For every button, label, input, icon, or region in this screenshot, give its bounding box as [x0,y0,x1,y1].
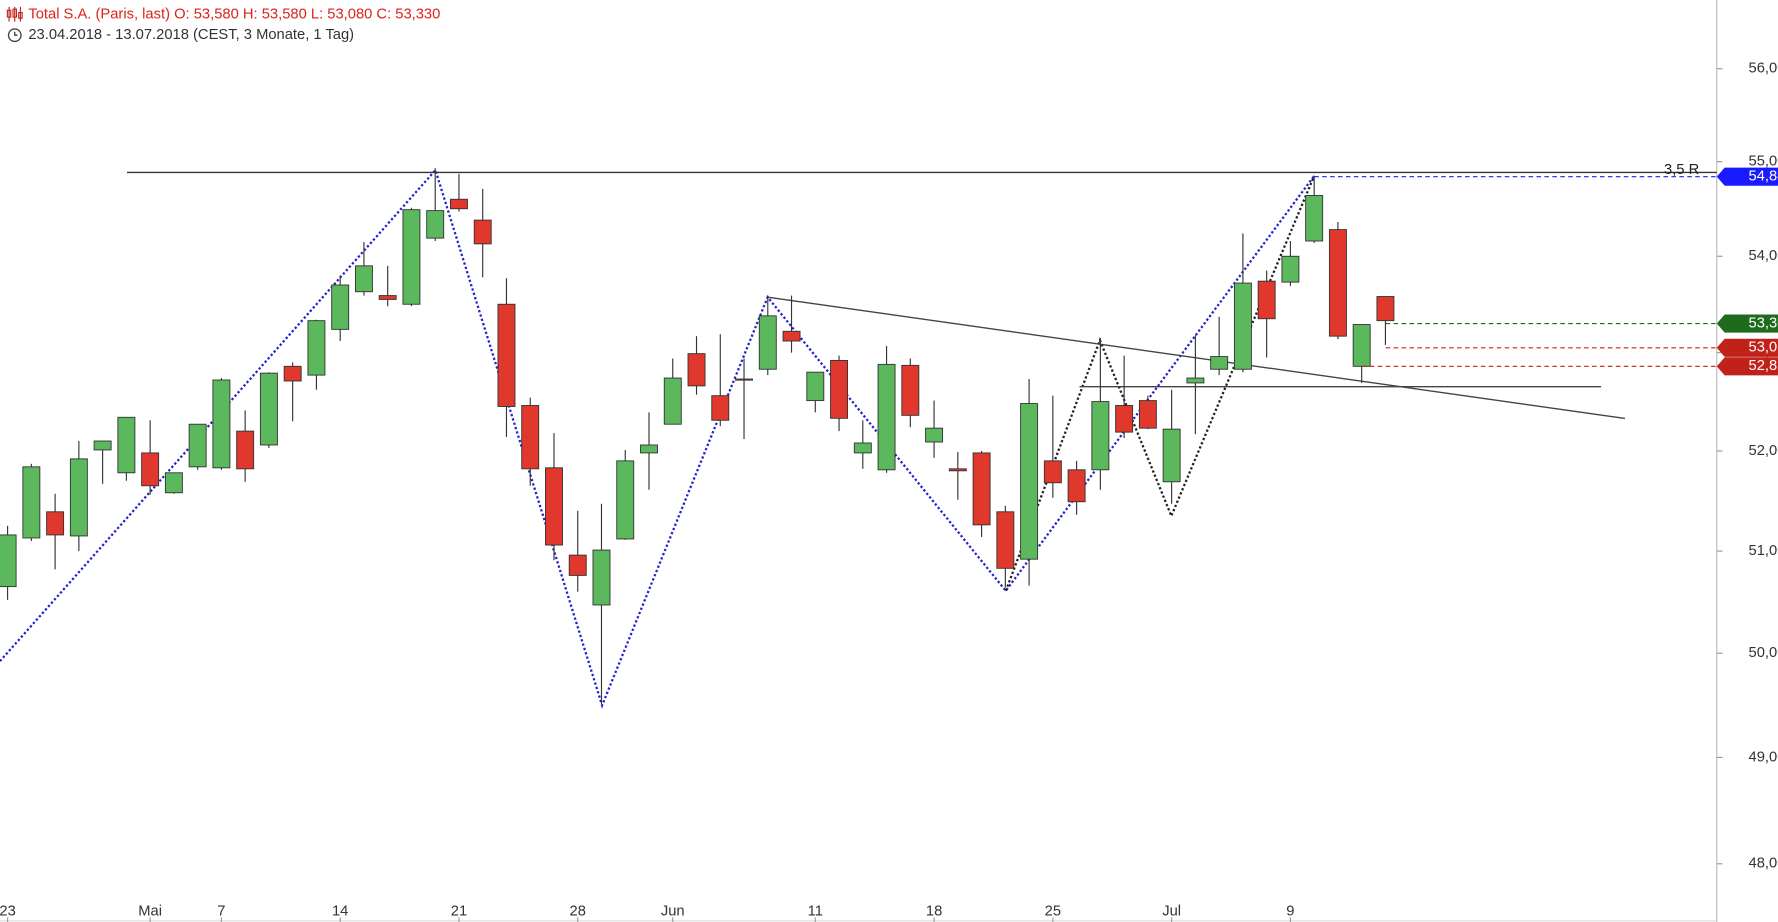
clock-icon [7,28,22,43]
candle-body [901,364,920,416]
candle-body [782,330,801,342]
candle-body [449,198,468,210]
candle-body [1138,400,1157,429]
candle-body [830,360,849,419]
drawings [0,167,1717,709]
y-tick-label: 48,000 [1749,856,1778,872]
candle-body [1186,377,1205,384]
candle-body [497,303,516,407]
candle-body [1162,428,1181,483]
y-tick-label: 49,000 [1749,749,1778,765]
candle-body [212,379,231,469]
candle-body [1020,403,1039,560]
x-tick-label: 11 [808,904,823,920]
candle-body [592,549,611,606]
candle-body [1305,195,1324,242]
candle-body [1376,296,1395,322]
candle-body [1210,356,1229,370]
x-tick-label: Jun [661,904,685,920]
candle-body [0,534,17,588]
x-tick-label: Mai [138,904,162,920]
candle-body [806,371,825,402]
price-label: 53,050 [1749,340,1778,356]
candle-body [1281,255,1300,283]
candle-body [972,452,991,526]
candle-body [1352,324,1371,367]
price-badge [1716,167,1778,186]
y-tick-label: 56,000 [1749,61,1778,77]
candle-body [402,209,421,305]
candle-body [877,363,896,471]
price-label: 53,300 [1749,315,1778,331]
y-tick-label: 51,000 [1749,543,1778,559]
x-tick-label: 9 [1286,904,1294,920]
candle-body [687,353,706,387]
annotation: 3,5 R [1664,162,1699,178]
candles [0,168,1395,705]
candle-body [473,219,492,245]
candle-body [1067,469,1086,503]
candle-body [236,430,255,470]
candle-body [616,460,635,540]
price-badge [1716,338,1778,357]
candle-body [663,377,682,425]
x-tick-label: 23 [0,904,16,920]
candle-body [711,395,730,421]
x-tick-label: 21 [451,904,467,920]
candle-body [735,378,753,381]
candle-body [354,265,373,293]
candle-body [1115,405,1134,433]
candle-body [93,440,112,451]
candle-body [378,295,397,300]
candle-body [69,458,88,537]
candle-body [568,554,587,576]
price-label: 54,840 [1749,169,1778,185]
y-tick-label: 54,000 [1749,248,1778,264]
y-tick-label: 55,000 [1749,154,1778,170]
trend-line [767,296,1626,420]
chart-subtitle: 23.04.2018 - 13.07.2018 (CEST, 3 Monate,… [28,27,354,43]
candle-body [853,442,872,454]
candle-body [283,365,302,382]
candle-body [426,210,445,239]
candle-body [545,467,563,546]
y-tick-label: 52,000 [1749,443,1778,459]
chart-title: Total S.A. (Paris, last) O: 53,580 H: 53… [28,7,440,23]
candle-body [1233,282,1252,370]
candle-body [1043,460,1062,484]
candle-body [331,284,350,330]
x-tick-label: 18 [926,904,942,920]
candle-body [188,423,207,468]
y-tick-label: 50,000 [1749,645,1778,661]
candle-body [925,427,944,443]
candle-body [521,405,540,470]
candle-body [758,315,777,370]
price-label: 52,860 [1749,358,1778,374]
x-tick-label: 28 [570,904,586,920]
candle-body [141,452,160,487]
candle-body [948,468,967,472]
candle-body [996,511,1015,569]
price-badge [1716,314,1778,333]
candle-body [259,372,278,446]
candle-body [46,511,65,536]
price-badge [1716,357,1778,376]
x-tick-label: 7 [217,904,225,920]
zigzag-black [1004,175,1316,592]
candle-body [22,466,41,539]
candle-body [307,320,326,376]
candle-body [1257,280,1276,320]
x-tick-label: 14 [332,904,348,920]
x-tick-label: 25 [1045,904,1061,920]
candle-body [640,444,658,454]
candle-body [1091,401,1110,471]
candle-body [1328,229,1347,337]
candle-body [164,472,183,494]
candle-body [117,416,136,474]
x-tick-label: Jul [1162,904,1181,920]
candle-icon [6,6,23,22]
